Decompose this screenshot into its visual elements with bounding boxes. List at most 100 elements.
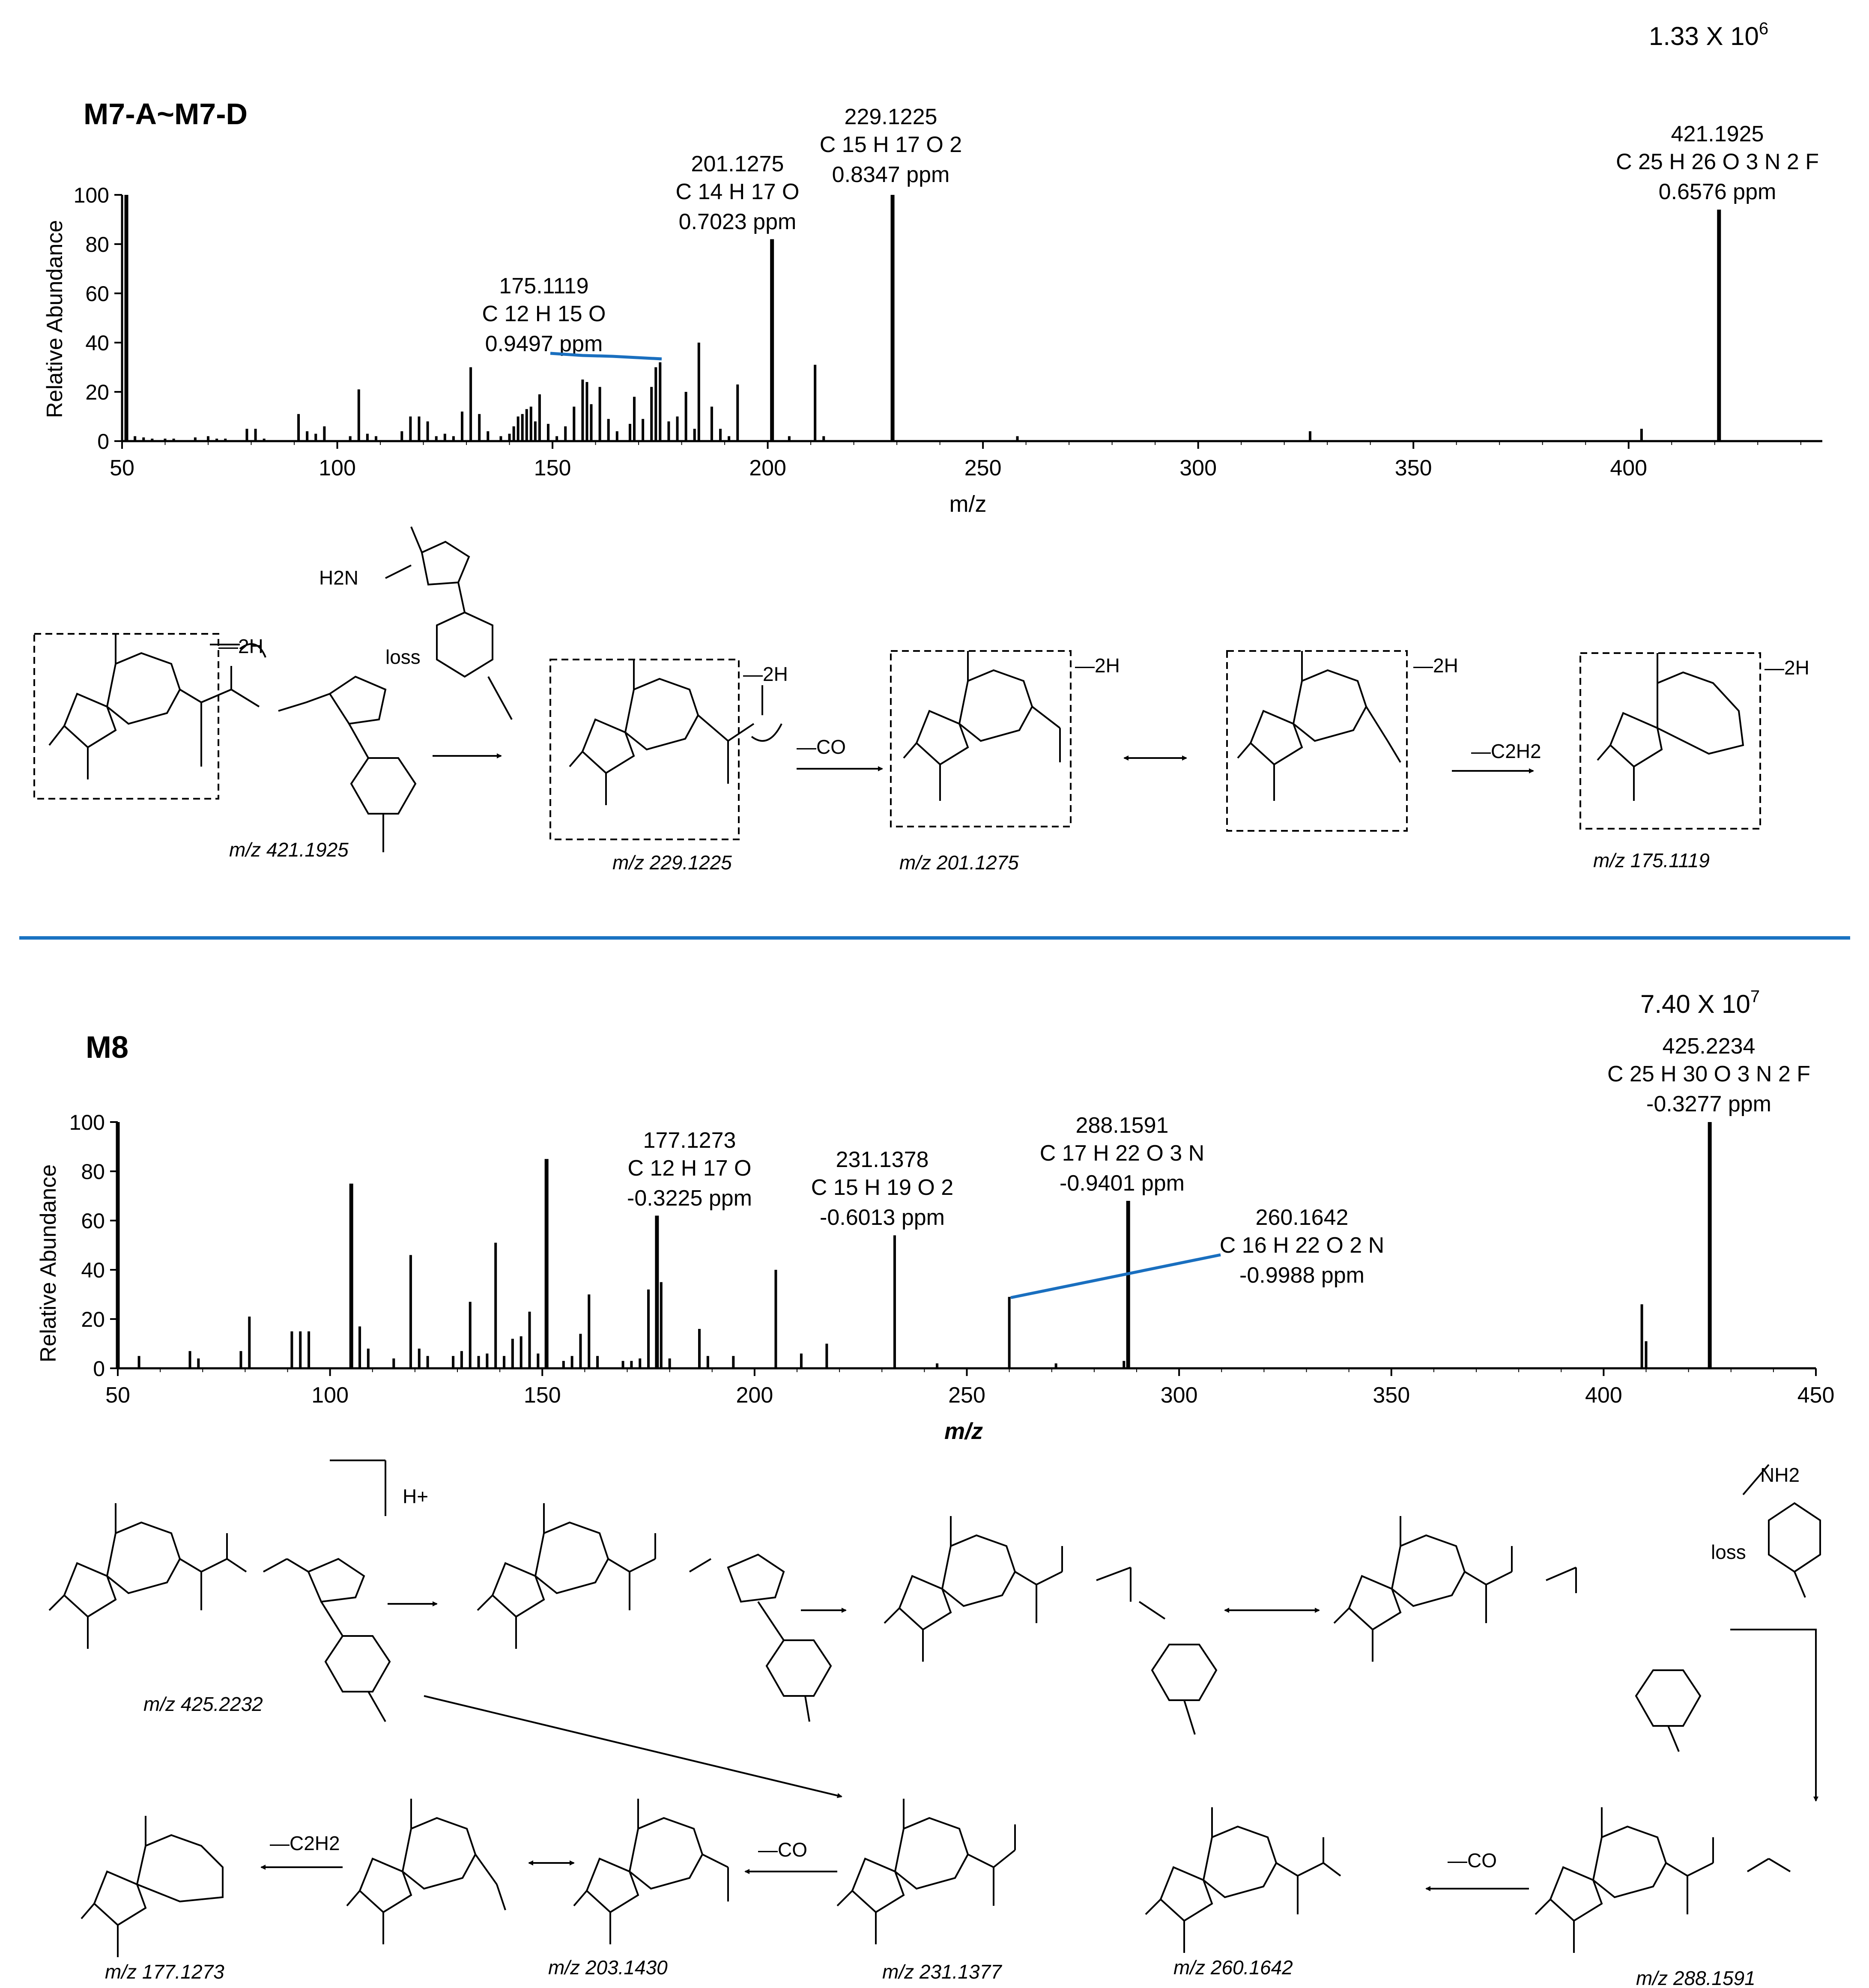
svg-text:m/z 231.1377: m/z 231.1377 (882, 1961, 1002, 1983)
ms-spectrum-m8: M8 7.40 X 107 Relative Abundance m/z 0 20… (36, 987, 1834, 1444)
svg-text:NH2: NH2 (1760, 1464, 1800, 1486)
x-tick-label-m7: 200 (749, 456, 786, 481)
x-tick-label-m7: 150 (534, 456, 571, 481)
y-tick-label-m8: 40 (81, 1258, 105, 1282)
svg-text:loss: loss (1711, 1541, 1746, 1563)
peak-label-229: 229.1225 C 15 H 17 O 2 0.8347 ppm (820, 104, 962, 187)
core-box-2 (549, 659, 740, 840)
svg-text:0.9497 ppm: 0.9497 ppm (485, 331, 603, 356)
svg-text:175.1119: 175.1119 (499, 274, 588, 298)
structure-201-resonance (1237, 651, 1401, 801)
svg-text:231.1378: 231.1378 (836, 1147, 929, 1172)
y-tick-label-m8: 60 (81, 1209, 105, 1233)
aminomethyl-isoxazole-loss (385, 526, 513, 720)
peaks-m7 (124, 195, 1721, 441)
structure-288 (1535, 1807, 1791, 1953)
peak-label-231: 231.1378 C 15 H 19 O 2 -0.6013 ppm (811, 1147, 953, 1230)
structure-231 (836, 1799, 1016, 1944)
svg-text:m/z 425.2232: m/z 425.2232 (143, 1693, 263, 1715)
y-tick-label-m8: 80 (81, 1160, 105, 1184)
structure-203-b (573, 1799, 729, 1944)
svg-text:288.1591: 288.1591 (1076, 1113, 1169, 1138)
leader-line-260 (1010, 1253, 1221, 1299)
x-tick-label-m8: 150 (524, 1383, 561, 1408)
structure-203-a (346, 1799, 506, 1944)
svg-text:—2H: —2H (1075, 654, 1120, 677)
y-axis-label-m8: Relative Abundance (36, 1164, 61, 1363)
svg-text:m/z 201.1275: m/z 201.1275 (899, 851, 1019, 874)
structure-175 (1597, 653, 1744, 801)
y-tick-label-m7: 80 (85, 233, 109, 257)
structure-421 (48, 634, 417, 852)
svg-text:0.6576 ppm: 0.6576 ppm (1659, 179, 1776, 204)
x-tick-label-m8: 50 (105, 1383, 130, 1408)
panel-title-m7: M7-A~M7-D (84, 97, 248, 131)
y-tick-label-m7: 100 (74, 183, 109, 207)
peak-labels-m7: 175.1119 C 12 H 15 O 0.9497 ppm 201.1275… (482, 104, 1819, 356)
svg-text:-0.6013 ppm: -0.6013 ppm (820, 1205, 945, 1230)
peak-label-260: 260.1642 C 16 H 22 O 2 N -0.9988 ppm (1220, 1205, 1384, 1288)
y-tick-label-m7: 60 (85, 282, 109, 306)
peak-label-288: 288.1591 C 17 H 22 O 3 N -0.9401 ppm (1040, 1113, 1204, 1196)
structure-ring-open-resonance (1333, 1516, 1702, 1752)
svg-text:-0.3277 ppm: -0.3277 ppm (1646, 1092, 1771, 1116)
peak-label-177: 177.1273 C 12 H 17 O -0.3225 ppm (627, 1128, 752, 1211)
svg-text:C 12 H 15 O: C 12 H 15 O (482, 301, 606, 326)
svg-text:m/z 260.1642: m/z 260.1642 (1173, 1956, 1293, 1979)
svg-text:177.1273: 177.1273 (643, 1128, 736, 1153)
y-tick-label-m7: 20 (85, 380, 109, 404)
axes-m8: 0 20 40 60 80 100 50 100 150 200 250 300 350 400 450 (69, 1110, 1835, 1408)
svg-text:-0.3225 ppm: -0.3225 ppm (627, 1186, 752, 1211)
svg-text:—CO: —CO (1448, 1849, 1497, 1872)
svg-text:—C2H2: —C2H2 (270, 1832, 340, 1854)
svg-text:C 25 H 30 O 3 N 2 F: C 25 H 30 O 3 N 2 F (1607, 1062, 1810, 1087)
y-tick-label-m8: 100 (69, 1110, 105, 1134)
x-tick-label-m8: 100 (311, 1383, 349, 1408)
axes-m7: 0 20 40 60 80 100 50 100 150 200 250 300 350 400 (74, 183, 1822, 481)
svg-text:loss: loss (385, 646, 421, 668)
panel-title-m8: M8 (86, 1030, 128, 1065)
svg-text:H+: H+ (403, 1485, 428, 1507)
svg-text:C 16 H 22 O 2 N: C 16 H 22 O 2 N (1220, 1233, 1384, 1258)
structure-260 (1145, 1807, 1341, 1953)
x-tick-label-m7: 350 (1395, 456, 1432, 481)
peak-label-201: 201.1275 C 14 H 17 O 0.7023 ppm (675, 152, 799, 234)
arrow-b5 (424, 1695, 842, 1798)
svg-text:201.1275: 201.1275 (691, 152, 784, 176)
structure-425 (48, 1460, 391, 1722)
svg-text:H2N: H2N (319, 567, 358, 589)
svg-text:—C2H2: —C2H2 (1471, 740, 1541, 762)
x-tick-label-m8: 350 (1373, 1383, 1410, 1408)
svg-text:m/z 175.1119: m/z 175.1119 (1593, 849, 1710, 872)
structure-425-protonated (477, 1503, 832, 1722)
svg-text:—2H: —2H (218, 635, 263, 657)
svg-text:421.1925: 421.1925 (1671, 122, 1764, 146)
scheme-top-labels: —2H —2H —2H —2H —2H —CO —C2H2 loss H2N m… (218, 567, 1809, 874)
svg-text:425.2234: 425.2234 (1663, 1034, 1756, 1059)
core-box-4 (1226, 650, 1408, 832)
fragmentation-scheme-m8 (48, 1460, 1821, 1957)
svg-text:—2H: —2H (1413, 654, 1458, 677)
x-tick-label-m8: 400 (1585, 1383, 1622, 1408)
intensity-scale-m8: 7.40 X 107 (1640, 987, 1760, 1018)
x-axis-label-m8: m/z (944, 1418, 983, 1444)
y-tick-label-m8: 20 (81, 1307, 105, 1331)
arrow-b4 (1730, 1629, 1818, 1802)
peak-label-425: 425.2234 C 25 H 30 O 3 N 2 F -0.3277 ppm (1607, 1034, 1810, 1116)
x-tick-label-m8: 200 (736, 1383, 773, 1408)
svg-text:C 17 H 22 O 3 N: C 17 H 22 O 3 N (1040, 1141, 1204, 1166)
svg-text:260.1642: 260.1642 (1256, 1205, 1349, 1230)
structure-229 (569, 660, 782, 805)
structure-201 (903, 651, 1061, 801)
svg-text:—2H: —2H (743, 663, 788, 685)
svg-text:m/z 288.1591: m/z 288.1591 (1636, 1967, 1756, 1988)
svg-text:-0.9988 ppm: -0.9988 ppm (1239, 1263, 1364, 1288)
x-tick-label-m8: 300 (1161, 1383, 1198, 1408)
svg-text:C 25 H 26 O 3 N 2 F: C 25 H 26 O 3 N 2 F (1616, 149, 1819, 174)
ms-spectrum-m7: M7-A~M7-D 1.33 X 106 Relative Abundance … (42, 19, 1822, 517)
svg-text:C 15 H 17 O 2: C 15 H 17 O 2 (820, 132, 962, 157)
svg-text:229.1225: 229.1225 (845, 104, 937, 129)
scheme-bottom-labels: H+ loss NH2 NH2 —CO —CO —C2H2 m/z 425.22… (105, 1464, 1800, 1988)
svg-text:C 12 H 17 O: C 12 H 17 O (627, 1156, 751, 1181)
